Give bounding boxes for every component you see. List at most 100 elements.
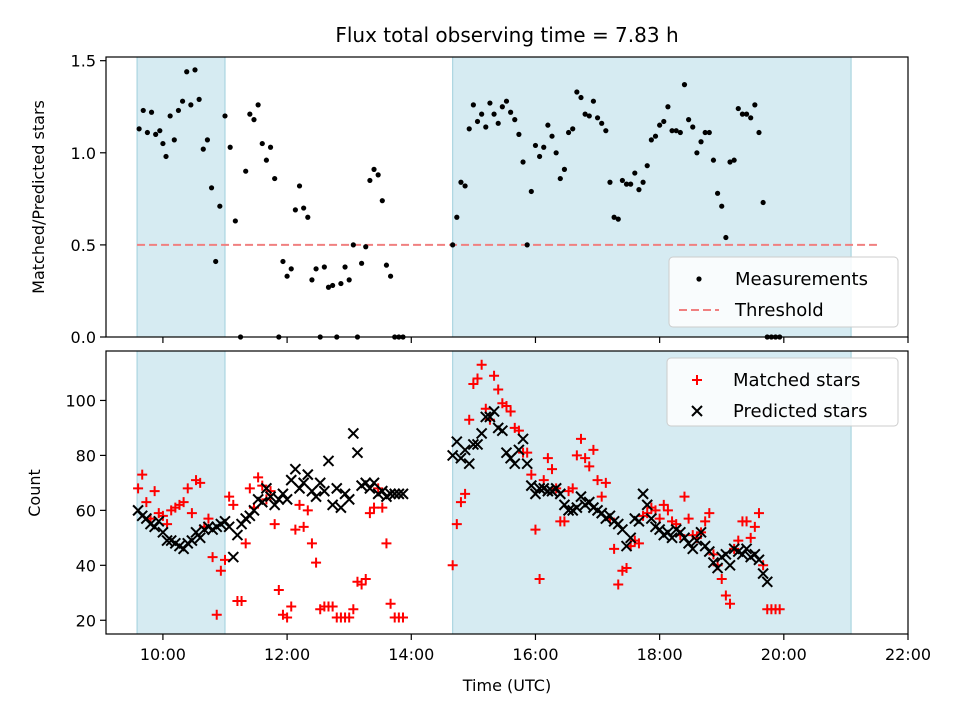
measurement-point xyxy=(267,144,274,150)
y-tick-label: 40 xyxy=(76,556,96,575)
measurement-point xyxy=(227,144,233,150)
matched-star-point xyxy=(679,491,690,502)
matched-star-point xyxy=(455,497,466,508)
measurement-point xyxy=(247,111,253,117)
measurement-point xyxy=(213,258,219,265)
predicted-star-point xyxy=(496,424,509,437)
predicted-star-point xyxy=(264,490,277,503)
measurement-point xyxy=(367,177,373,184)
measurement-point xyxy=(301,205,307,211)
measurement-point xyxy=(648,137,654,143)
predicted-star-point xyxy=(318,485,331,497)
matched-star-point xyxy=(592,475,603,486)
measurement-point xyxy=(222,113,228,119)
matched-star-point xyxy=(311,557,322,568)
measurement-point xyxy=(520,159,526,165)
matched-star-point xyxy=(609,543,620,554)
measurement-point xyxy=(330,282,336,289)
predicted-star-point xyxy=(757,567,769,580)
matched-star-point xyxy=(745,532,756,543)
predicted-star-point xyxy=(256,496,268,508)
predicted-star-point xyxy=(509,457,521,470)
matched-star-point xyxy=(182,483,193,494)
x-tick-label: 12:00 xyxy=(264,645,310,664)
measurement-point xyxy=(652,133,659,139)
matched-star-point xyxy=(476,359,487,370)
matched-star-point xyxy=(468,378,479,389)
measurement-point xyxy=(217,203,223,209)
measurement-point xyxy=(450,242,456,248)
measurement-point xyxy=(553,150,559,156)
predicted-star-point xyxy=(480,411,492,423)
measurement-point xyxy=(204,137,211,143)
y-tick-label: 1.0 xyxy=(71,144,96,163)
measurement-point xyxy=(748,115,754,121)
measurement-point xyxy=(350,242,356,248)
matched-star-point xyxy=(658,499,669,510)
count-y-axis-label: Count xyxy=(25,469,44,517)
measurement-point xyxy=(491,111,497,117)
measurement-point xyxy=(578,94,584,101)
measurement-point xyxy=(590,98,597,104)
predicted-star-point xyxy=(302,468,314,481)
measurement-point xyxy=(565,129,572,136)
predicted-star-point xyxy=(691,534,703,547)
measurement-point xyxy=(338,280,344,287)
measurement-point xyxy=(760,199,766,206)
matched-star-point xyxy=(273,585,284,596)
measurement-point xyxy=(549,133,555,139)
legend-label: Matched stars xyxy=(733,370,860,391)
matched-star-point xyxy=(228,499,239,510)
matched-star-point xyxy=(683,513,694,524)
measurement-point xyxy=(272,175,278,182)
measurement-point xyxy=(545,122,551,128)
matched-star-point xyxy=(774,604,785,615)
measurement-point xyxy=(288,266,294,272)
matched-star-point xyxy=(580,453,591,464)
measurement-point xyxy=(756,129,762,136)
matched-star-point xyxy=(195,477,206,488)
measurement-point xyxy=(582,111,588,117)
measurement-point xyxy=(524,242,530,248)
measurement-point xyxy=(144,129,150,136)
measurement-point xyxy=(541,144,547,150)
measurement-point xyxy=(714,190,721,196)
count-legend: Matched stars Predicted stars xyxy=(666,357,899,427)
matched-star-point xyxy=(505,406,516,417)
measurement-point xyxy=(163,153,169,160)
legend-label: Measurements xyxy=(735,269,868,290)
matched-star-point xyxy=(133,483,144,494)
predicted-star-point xyxy=(161,534,173,547)
count-y-ticks: 20 40 60 80 100 xyxy=(65,391,106,630)
predicted-star-point xyxy=(525,479,538,492)
measurement-point xyxy=(528,188,534,195)
matched-star-point xyxy=(464,414,475,425)
x-tick-label: 16:00 xyxy=(512,645,558,664)
matched-star-point xyxy=(348,604,359,615)
matched-star-point xyxy=(633,538,644,549)
measurement-point xyxy=(359,260,365,266)
measurement-point xyxy=(280,258,286,265)
matched-star-point xyxy=(567,483,578,494)
measurement-point xyxy=(640,179,646,185)
matched-star-point xyxy=(720,590,731,601)
measurement-point xyxy=(167,113,173,119)
measurement-point xyxy=(752,102,758,108)
measurement-point xyxy=(136,126,142,132)
matched-star-point xyxy=(137,469,148,480)
matched-star-point xyxy=(286,601,297,612)
predicted-star-point xyxy=(455,452,467,464)
matched-star-point xyxy=(377,502,388,513)
matched-star-point xyxy=(530,524,541,535)
matched-star-point xyxy=(753,508,764,519)
measurement-point xyxy=(686,117,692,123)
matched-star-point xyxy=(360,574,371,585)
ratio-x-ticks xyxy=(162,337,909,343)
legend-x-marker xyxy=(691,405,703,417)
measurement-point xyxy=(200,146,206,152)
measurement-point xyxy=(702,129,708,136)
matched-star-point xyxy=(344,612,355,623)
predicted-star-point xyxy=(703,545,716,558)
measurement-point xyxy=(479,111,485,117)
measurement-point xyxy=(363,244,369,250)
